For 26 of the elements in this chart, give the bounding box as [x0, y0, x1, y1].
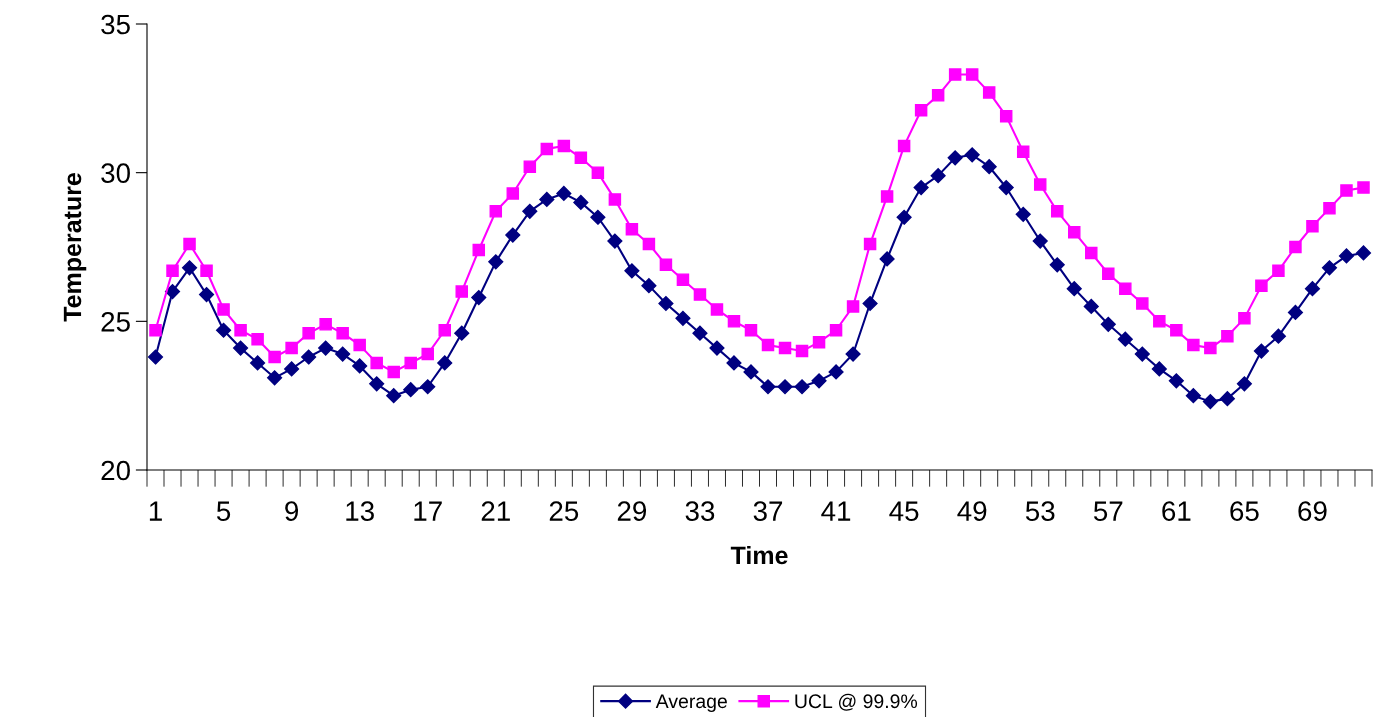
- x-tick-label: 61: [1162, 501, 1191, 521]
- y-tick-label: 25: [101, 312, 130, 332]
- x-tick-label: 17: [414, 501, 442, 521]
- x-tick-label: 53: [1025, 501, 1055, 521]
- x-tick-label: 9: [285, 501, 299, 521]
- y-tick-label: 30: [101, 163, 130, 184]
- x-tick-label: 65: [1230, 501, 1259, 521]
- x-tick-label: 49: [957, 501, 987, 521]
- x-tick-label: 33: [685, 501, 715, 521]
- x-tick-label: 1: [149, 501, 162, 521]
- x-tick-label: 21: [481, 501, 510, 521]
- y-tick-label: 20: [101, 460, 130, 481]
- x-tick-label: 5: [216, 501, 231, 521]
- x-axis-title: Time: [730, 545, 788, 565]
- x-tick-label: 45: [889, 501, 919, 521]
- x-tick-label: 13: [346, 501, 374, 521]
- y-tick-label: 35: [101, 14, 130, 35]
- x-tick-label: 37: [753, 501, 783, 521]
- x-tick-label: 41: [821, 501, 851, 521]
- y-axis-title: Temperature: [63, 173, 87, 322]
- legend-label: UCL @ 99.9%: [795, 693, 918, 711]
- x-tick-label: 29: [617, 501, 647, 521]
- x-tick-label: 69: [1298, 501, 1327, 521]
- x-tick-label: 57: [1093, 501, 1123, 521]
- legend-label: Average: [655, 694, 727, 712]
- x-tick-label: 25: [549, 501, 579, 521]
